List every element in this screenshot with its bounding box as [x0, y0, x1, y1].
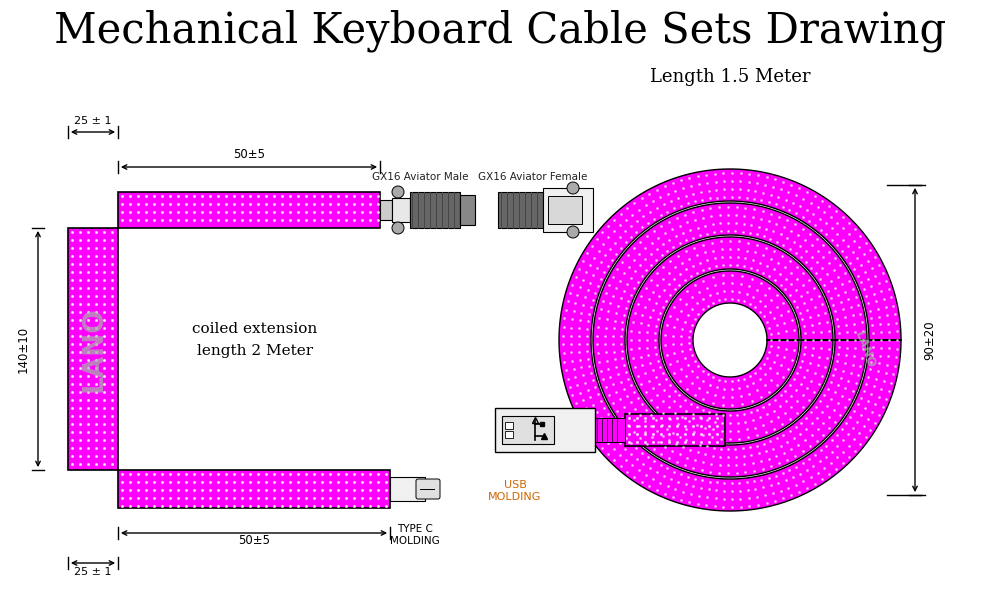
Bar	[580, 196, 593, 224]
Text: Length 1.5 Meter: Length 1.5 Meter	[650, 68, 810, 86]
Bar	[410, 192, 460, 228]
Text: USB
MOLDING: USB MOLDING	[488, 480, 542, 502]
Text: coiled extension
length 2 Meter: coiled extension length 2 Meter	[192, 322, 318, 358]
Text: 140±10: 140±10	[17, 325, 30, 373]
Text: 50±5: 50±5	[238, 534, 270, 547]
Text: LANO: LANO	[79, 306, 107, 392]
Text: GX16 Aviator Female: GX16 Aviator Female	[478, 172, 588, 182]
Bar	[390, 477, 425, 501]
Bar	[502, 416, 554, 444]
Text: Mechanical Keyboard Cable Sets Drawing: Mechanical Keyboard Cable Sets Drawing	[54, 10, 946, 53]
Text: 50±5: 50±5	[233, 148, 265, 161]
Polygon shape	[661, 271, 799, 409]
Bar	[68, 228, 118, 470]
Text: 90±20: 90±20	[923, 320, 936, 360]
Bar	[460, 195, 475, 225]
Bar	[543, 188, 593, 232]
Bar	[495, 408, 595, 452]
Text: 25 ± 1: 25 ± 1	[74, 116, 112, 126]
Bar	[505, 422, 513, 429]
Bar	[625, 414, 725, 446]
Bar	[548, 196, 582, 224]
Circle shape	[567, 226, 579, 238]
Polygon shape	[627, 237, 833, 443]
Bar	[498, 192, 543, 228]
Text: GX16 Aviator Male: GX16 Aviator Male	[372, 172, 468, 182]
Text: 25 ± 1: 25 ± 1	[74, 567, 112, 577]
Circle shape	[392, 222, 404, 234]
Polygon shape	[559, 169, 901, 511]
Polygon shape	[593, 203, 867, 477]
Bar	[392, 198, 410, 222]
Bar	[595, 418, 625, 442]
Text: LANO: LANO	[852, 330, 878, 370]
Text: TYPE C
MOLDING: TYPE C MOLDING	[390, 524, 440, 546]
Circle shape	[392, 186, 404, 198]
Bar	[505, 431, 513, 438]
Bar	[118, 192, 380, 228]
Bar	[118, 470, 390, 508]
Circle shape	[567, 182, 579, 194]
Bar	[380, 200, 392, 220]
FancyBboxPatch shape	[416, 479, 440, 499]
